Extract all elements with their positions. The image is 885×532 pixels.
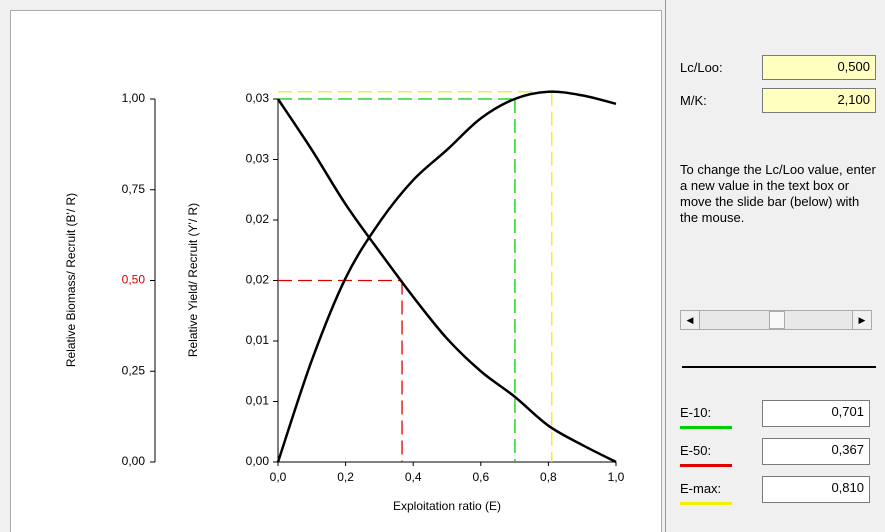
x-axis-label: Exploitation ratio (E)	[393, 499, 501, 513]
curve	[276, 90, 617, 463]
result-underline	[680, 464, 732, 467]
curve	[276, 98, 617, 464]
result-label: E-max:	[680, 481, 722, 496]
y2-tick-label: 0,03	[246, 152, 270, 166]
separator	[682, 366, 876, 368]
m-k-input[interactable]: 2,100	[762, 88, 876, 113]
result-label: E-50:	[680, 443, 712, 458]
y-tick-label: 0,50	[122, 273, 146, 287]
lc-loo-input[interactable]: 0,500	[762, 55, 876, 80]
x-tick-label: 0,8	[540, 470, 557, 484]
x-tick-label: 0,4	[405, 470, 422, 484]
y2-axis-label: Relative Yield/ Recruit (Y'/ R)	[186, 203, 200, 357]
y2-tick-label: 0,02	[246, 273, 270, 287]
y2-tick-label: 0,02	[246, 212, 270, 226]
y-tick-label: 0,75	[122, 182, 146, 196]
chart-panel	[10, 10, 662, 532]
lc-loo-label: Lc/Loo:	[680, 60, 723, 75]
x-tick-label: 0,0	[270, 470, 287, 484]
y2-tick-label: 0,03	[246, 91, 270, 105]
x-tick-label: 1,0	[608, 470, 625, 484]
result-underline	[680, 502, 732, 505]
x-tick-label: 0,2	[337, 470, 354, 484]
y2-tick-label: 0,01	[246, 333, 270, 347]
slider-thumb[interactable]	[769, 311, 785, 329]
chart: Relative Biomass/ Recruit (B'/ R) Relati…	[64, 90, 625, 513]
slider-left-button[interactable]: ◀	[681, 311, 700, 329]
y2-tick-label: 0,01	[246, 394, 270, 408]
result-label: E-10:	[680, 405, 712, 420]
help-text: To change the Lc/Loo value, enter a new …	[680, 162, 876, 225]
slider-right-button[interactable]: ▶	[852, 311, 871, 329]
y2-tick-label: 0,00	[246, 454, 270, 468]
result-value: 0,701	[762, 400, 870, 427]
divider	[665, 0, 666, 532]
result-value: 0,367	[762, 438, 870, 465]
x-tick-label: 0,6	[472, 470, 489, 484]
slider[interactable]: ◀ ▶	[680, 310, 872, 330]
y-tick-label: 1,00	[122, 91, 146, 105]
result-underline	[680, 426, 732, 429]
y-tick-label: 0,00	[122, 454, 146, 468]
y-axis-label: Relative Biomass/ Recruit (B'/ R)	[64, 193, 78, 367]
m-k-label: M/K:	[680, 93, 707, 108]
result-value: 0,810	[762, 476, 870, 503]
y-tick-label: 0,25	[122, 363, 146, 377]
